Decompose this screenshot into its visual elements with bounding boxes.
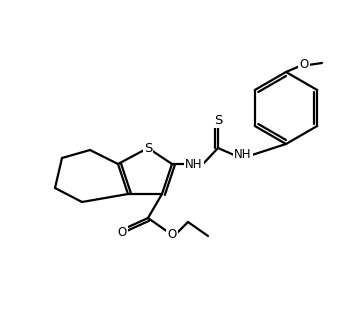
Text: O: O <box>117 227 127 240</box>
Text: S: S <box>144 142 152 154</box>
Text: NH: NH <box>185 158 203 170</box>
Text: O: O <box>299 59 309 71</box>
Text: S: S <box>214 114 222 126</box>
Text: O: O <box>168 227 176 241</box>
Text: NH: NH <box>234 149 252 162</box>
